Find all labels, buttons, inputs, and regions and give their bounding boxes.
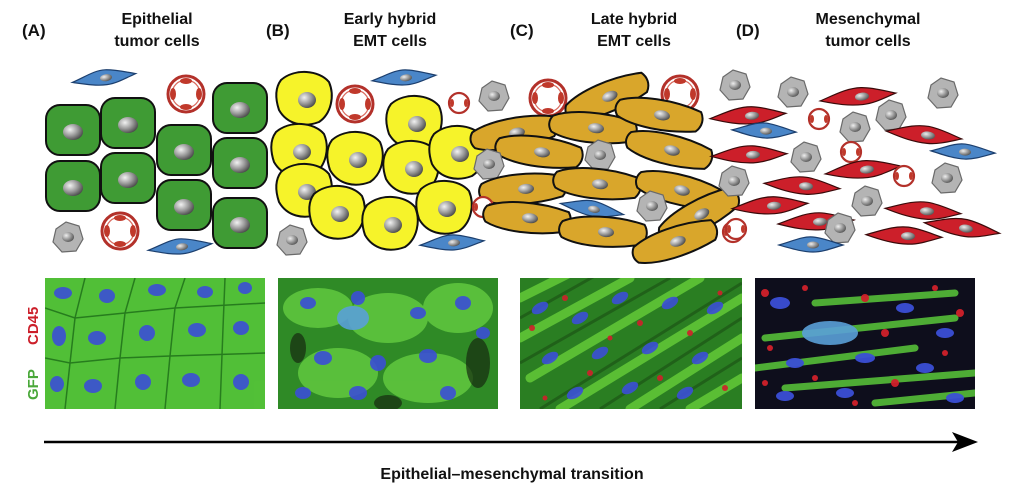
emt-arrow [44, 432, 978, 452]
panel-title-d-line2: tumor cells [825, 33, 911, 50]
panel-title-b: Early hybrid EMT cells [290, 9, 490, 53]
stain-label-cd45: CD45 [25, 306, 42, 345]
emt-axis-caption: Epithelial–mesenchymal transition [380, 466, 644, 483]
panel-letter-d: (D) [736, 21, 760, 40]
panel-a-cells [45, 64, 268, 258]
panel-title-c-line1: Late hybrid [590, 11, 678, 28]
arrow-head-icon [952, 432, 978, 452]
panel-title-a: Epithelial tumor cells [57, 9, 257, 53]
panel-title-c-line2: EMT cells [597, 33, 671, 50]
panel-d-cells [708, 69, 1002, 253]
panel-title-c: Late hybrid EMT cells [534, 9, 734, 53]
panel-b-cells [270, 66, 486, 256]
panel-title-b-line2: EMT cells [353, 33, 427, 50]
cell-schematic [45, 64, 1002, 270]
panel-letter-a: (A) [22, 21, 46, 40]
panel-letter-c: (C) [510, 21, 534, 40]
panel-title-d-line1: Mesenchymal [815, 11, 921, 28]
micrograph-c [520, 278, 742, 409]
panel-title-d: Mesenchymal tumor cells [768, 9, 968, 53]
panel-c-cells [467, 65, 746, 270]
micrograph-d [755, 278, 975, 409]
panel-title-a-line2: tumor cells [114, 33, 200, 50]
micrograph-b [278, 278, 498, 409]
stain-label-gfp: GFP [25, 369, 42, 400]
panel-title-b-line1: Early hybrid [343, 11, 437, 28]
panel-letter-b: (B) [266, 21, 290, 40]
panel-title-a-line1: Epithelial [121, 11, 193, 28]
micrograph-a [45, 278, 265, 409]
